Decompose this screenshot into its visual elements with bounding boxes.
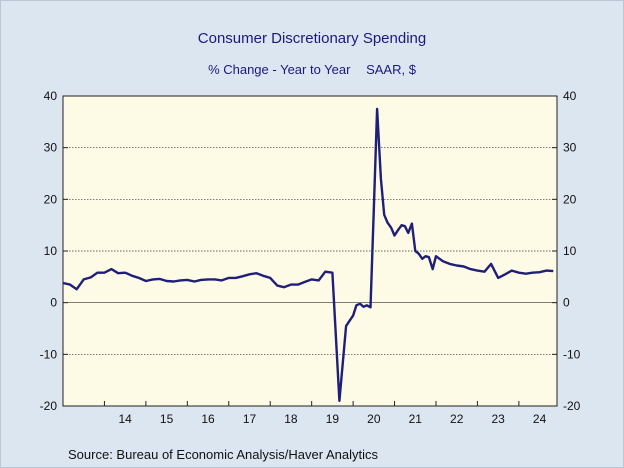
y-tick-label-right: -20: [563, 399, 581, 413]
x-tick-label: 14: [118, 412, 132, 426]
y-tick-label-right: 40: [563, 89, 577, 103]
x-tick-label: 18: [284, 412, 298, 426]
series-line: [62, 107, 554, 402]
y-tick-label-right: 0: [563, 296, 570, 310]
source-note: Source: Bureau of Economic Analysis/Have…: [68, 447, 378, 462]
subtitle-note: SAAR, $: [366, 62, 416, 77]
x-tick-label: 20: [367, 412, 381, 426]
y-tick-label-right: 10: [563, 244, 577, 258]
x-tick-label: 21: [409, 412, 423, 426]
x-tick-label: 16: [201, 412, 215, 426]
x-tick-label: 15: [160, 412, 174, 426]
x-tick-label: 23: [491, 412, 505, 426]
y-tick-label-left: 0: [50, 296, 57, 310]
x-tick-label: 17: [243, 412, 257, 426]
y-tick-label-right: 30: [563, 141, 577, 155]
chart-title: Consumer Discretionary Spending: [197, 30, 427, 47]
y-tick-label-left: 10: [44, 244, 58, 258]
y-tick-label-left: -20: [40, 399, 58, 413]
y-tick-label-left: -10: [40, 347, 58, 361]
y-tick-label-left: 40: [44, 89, 58, 103]
y-tick-label-right: 20: [563, 192, 577, 206]
subtitle-measure: % Change - Year to Year: [208, 62, 351, 77]
x-tick-label: 22: [450, 412, 464, 426]
x-tick-label: 19: [326, 412, 340, 426]
chart-subtitle: % Change - Year to Year SAAR, $: [0, 62, 624, 77]
y-tick-label-left: 30: [44, 141, 58, 155]
y-tick-label-right: -10: [563, 347, 581, 361]
x-tick-label: 24: [533, 412, 547, 426]
y-tick-label-left: 20: [44, 192, 58, 206]
